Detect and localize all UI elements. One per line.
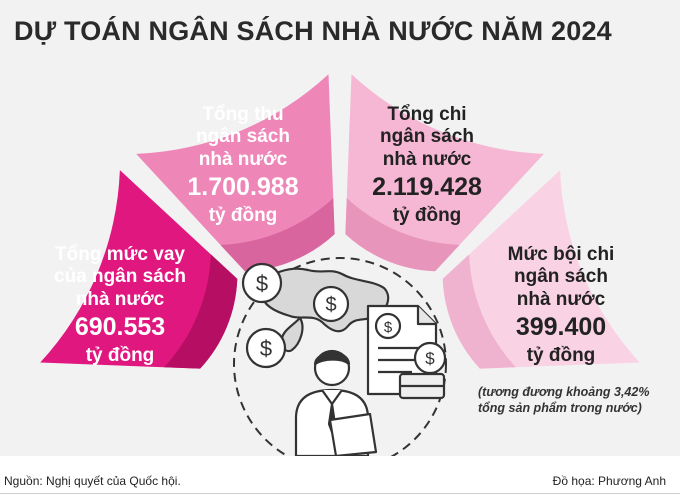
revenue-unit: tỷ đồng: [208, 204, 278, 226]
deficit-note-line: (tương đương khoảng 3,42%: [478, 385, 650, 399]
svg-text:$: $: [325, 294, 336, 316]
borrowing-title-line: Tổng mức vay: [55, 244, 185, 265]
deficit-value: 399.400: [515, 313, 607, 342]
borrowing-unit: tỷ đồng: [85, 344, 155, 366]
segment-borrowing: [40, 170, 238, 369]
deficit-note-line: tổng sản phẩm trong nước): [478, 400, 642, 415]
deficit-title-line: ngân sách: [514, 266, 608, 288]
label-borrowing: Tổng mức vay của ngân sách nhà nước 690.…: [34, 244, 206, 367]
deficit-title-line: Mức bội chi: [507, 244, 615, 265]
revenue-value: 1.700.988: [187, 173, 299, 202]
expenditure-title-line: nhà nước: [382, 148, 472, 170]
svg-text:$: $: [384, 319, 393, 336]
segment-revenue-band: [220, 198, 335, 272]
deficit-note: (tương đương khoảng 3,42% tổng sản phẩm …: [478, 385, 649, 416]
segment-revenue: [136, 74, 335, 272]
person-icon: [294, 349, 378, 456]
deficit-unit: tỷ đồng: [526, 344, 596, 366]
revenue-title-line: nhà nước: [198, 148, 288, 170]
svg-text:$: $: [256, 271, 268, 296]
dollar-coin-icon: $: [312, 285, 350, 323]
bottom-divider: [0, 493, 680, 494]
label-revenue: Tổng thu ngân sách nhà nước 1.700.988 tỷ…: [168, 104, 318, 227]
expenditure-title-line: Tổng chi: [387, 104, 467, 125]
credit-text: Đồ họa: Phương Anh: [552, 474, 666, 488]
borrowing-title-line: của ngân sách: [54, 266, 186, 288]
fan-diagram: $ $ $ $ $: [40, 74, 640, 456]
segment-expenditure: [345, 74, 544, 272]
label-deficit: Mức bội chi ngân sách nhà nước 399.400 t…: [476, 244, 646, 367]
page-title: DỰ TOÁN NGÂN SÁCH NHÀ NƯỚC NĂM 2024: [14, 16, 612, 46]
segment-expenditure-band: [345, 198, 460, 272]
source-text: Nguồn: Nghị quyết của Quốc hội.: [4, 474, 181, 488]
revenue-title-line: ngân sách: [196, 126, 290, 148]
segment-deficit-band: [442, 254, 516, 369]
borrowing-value: 690.553: [74, 313, 166, 342]
svg-text:$: $: [425, 349, 435, 368]
deficit-title-line: nhà nước: [516, 288, 606, 310]
dashed-ring: [233, 257, 447, 456]
expenditure-title-line: ngân sách: [380, 126, 474, 148]
segment-borrowing-band: [164, 254, 238, 369]
dollar-coin-icon: $: [245, 327, 287, 369]
expenditure-unit: tỷ đồng: [392, 204, 462, 226]
expenditure-value: 2.119.428: [372, 173, 482, 202]
label-expenditure: Tổng chi ngân sách nhà nước 2.119.428 tỷ…: [352, 104, 502, 227]
coin-stack-icon: $: [398, 341, 447, 400]
svg-text:$: $: [260, 336, 272, 361]
borrowing-title-line: nhà nước: [75, 288, 165, 310]
dollar-coin-icon: $: [241, 262, 283, 304]
segment-deficit: [442, 170, 640, 369]
revenue-title-line: Tổng thu: [202, 104, 284, 125]
